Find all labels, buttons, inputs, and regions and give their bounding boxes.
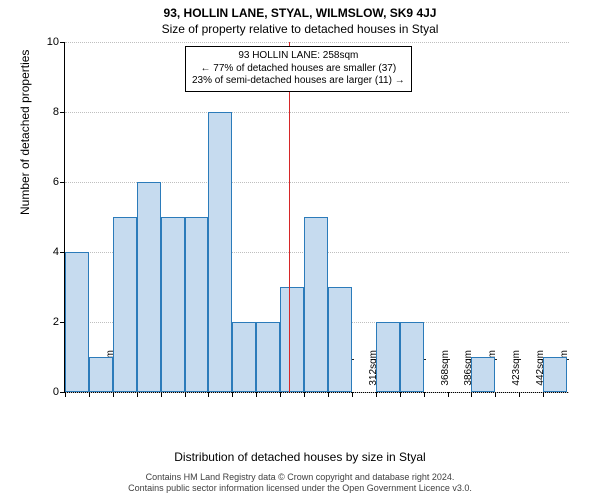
histogram-bar bbox=[543, 357, 567, 392]
histogram-bar bbox=[89, 357, 113, 392]
x-tick-mark bbox=[471, 392, 472, 397]
x-tick-mark bbox=[65, 392, 66, 397]
x-tick-mark bbox=[424, 392, 425, 397]
grid-line bbox=[65, 112, 569, 113]
y-tick-label: 4 bbox=[53, 246, 59, 258]
footer-attribution: Contains HM Land Registry data © Crown c… bbox=[0, 472, 600, 494]
info-box: 93 HOLLIN LANE: 258sqm← 77% of detached … bbox=[185, 46, 412, 92]
y-tick-label: 8 bbox=[53, 106, 59, 118]
x-tick-mark bbox=[448, 392, 449, 397]
x-axis-label: Distribution of detached houses by size … bbox=[0, 450, 600, 464]
histogram-bar bbox=[471, 357, 495, 392]
info-line-3: 23% of semi-detached houses are larger (… bbox=[192, 75, 405, 88]
histogram-bar bbox=[400, 322, 424, 392]
histogram-bar bbox=[208, 112, 232, 392]
x-tick-mark bbox=[376, 392, 377, 397]
histogram-bar bbox=[185, 217, 209, 392]
x-tick-mark bbox=[304, 392, 305, 397]
x-tick-mark bbox=[280, 392, 281, 397]
page-title-address: 93, HOLLIN LANE, STYAL, WILMSLOW, SK9 4J… bbox=[0, 6, 600, 20]
grid-line bbox=[65, 42, 569, 43]
x-tick-mark bbox=[352, 392, 353, 397]
histogram-bar bbox=[232, 322, 256, 392]
x-tick-mark bbox=[543, 392, 544, 397]
info-line-2: ← 77% of detached houses are smaller (37… bbox=[192, 63, 405, 76]
histogram-bar bbox=[376, 322, 400, 392]
y-tick-label: 6 bbox=[53, 176, 59, 188]
marker-line bbox=[289, 42, 290, 392]
x-tick-label: 423sqm bbox=[511, 350, 522, 400]
page-subtitle: Size of property relative to detached ho… bbox=[0, 22, 600, 36]
histogram-bar bbox=[280, 287, 304, 392]
footer-line-2: Contains public sector information licen… bbox=[0, 483, 600, 494]
y-tick-mark bbox=[60, 42, 65, 43]
y-axis-label: Number of detached properties bbox=[18, 50, 32, 215]
x-tick-label: 368sqm bbox=[440, 350, 451, 400]
x-tick-mark bbox=[400, 392, 401, 397]
x-tick-mark bbox=[256, 392, 257, 397]
footer-line-1: Contains HM Land Registry data © Crown c… bbox=[0, 472, 600, 483]
x-tick-mark bbox=[495, 392, 496, 397]
plot-area: 024681090sqm109sqm127sqm146sqm164sqm183s… bbox=[64, 42, 569, 393]
histogram-bar bbox=[328, 287, 352, 392]
y-tick-mark bbox=[60, 182, 65, 183]
histogram-bar bbox=[137, 182, 161, 392]
y-tick-label: 0 bbox=[53, 386, 59, 398]
x-tick-mark bbox=[185, 392, 186, 397]
y-tick-mark bbox=[60, 112, 65, 113]
x-tick-mark bbox=[89, 392, 90, 397]
histogram-bar bbox=[304, 217, 328, 392]
x-tick-mark bbox=[137, 392, 138, 397]
info-line-1: 93 HOLLIN LANE: 258sqm bbox=[192, 50, 405, 63]
histogram-bar bbox=[256, 322, 280, 392]
x-tick-mark bbox=[328, 392, 329, 397]
x-tick-mark bbox=[208, 392, 209, 397]
x-tick-mark bbox=[161, 392, 162, 397]
histogram-bar bbox=[65, 252, 89, 392]
x-tick-mark bbox=[519, 392, 520, 397]
histogram-bar bbox=[161, 217, 185, 392]
histogram-bar bbox=[113, 217, 137, 392]
x-tick-mark bbox=[113, 392, 114, 397]
histogram-chart: 024681090sqm109sqm127sqm146sqm164sqm183s… bbox=[64, 42, 568, 392]
y-tick-label: 10 bbox=[47, 36, 59, 48]
y-tick-label: 2 bbox=[53, 316, 59, 328]
x-tick-mark bbox=[232, 392, 233, 397]
